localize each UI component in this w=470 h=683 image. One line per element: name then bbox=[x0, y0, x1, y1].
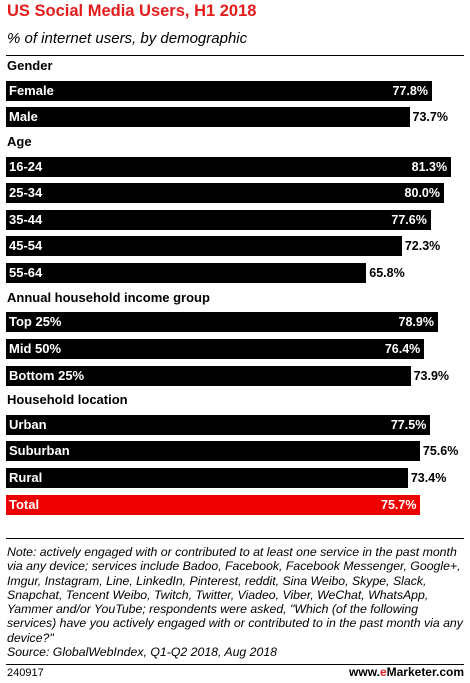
bar bbox=[6, 183, 444, 204]
bar bbox=[6, 365, 411, 386]
bar-label: Male bbox=[9, 109, 38, 125]
title-rule bbox=[6, 55, 464, 56]
bar bbox=[6, 338, 425, 359]
bottom-rule bbox=[6, 538, 464, 539]
bar bbox=[6, 236, 402, 257]
bar bbox=[6, 414, 431, 435]
bar bbox=[6, 441, 420, 462]
group-heading: Gender bbox=[7, 58, 53, 73]
bar-label: Rural bbox=[9, 470, 43, 485]
bar-label: Female bbox=[9, 82, 54, 98]
bar-label: Top 25% bbox=[9, 314, 62, 330]
footer-rule bbox=[6, 664, 464, 665]
group-heading: Household location bbox=[7, 392, 128, 408]
bar-label: 16-24 bbox=[9, 158, 43, 174]
bar-value: 73.9% bbox=[413, 368, 450, 383]
bar-value: 65.8% bbox=[369, 266, 405, 280]
bar bbox=[6, 80, 432, 101]
group-heading: Annual household income group bbox=[7, 289, 210, 305]
bar bbox=[6, 312, 438, 333]
bar-value: 78.9% bbox=[398, 315, 434, 330]
group-heading: Age bbox=[7, 133, 32, 149]
chart-title: US Social Media Users, H1 2018 bbox=[7, 2, 257, 20]
bar bbox=[6, 107, 410, 128]
bar-label: Bottom 25% bbox=[9, 367, 85, 383]
bar-value: 77.6% bbox=[391, 212, 427, 227]
bar-label: Total bbox=[9, 496, 40, 512]
bar-value: 75.7% bbox=[381, 497, 417, 512]
bar-label: Mid 50% bbox=[9, 340, 62, 356]
note-block: Note: actively engaged with or contribut… bbox=[7, 545, 465, 659]
bar-label: Suburban bbox=[9, 443, 70, 459]
bar-value: 81.3% bbox=[411, 159, 448, 174]
bar-chart: Gender Female 77.8% Male 73.7% Age 16-24 81.3% 2… bbox=[0, 56, 470, 532]
bar-value: 77.5% bbox=[390, 417, 427, 432]
bar-value: 73.4% bbox=[410, 471, 447, 485]
bar-value: 80.0% bbox=[404, 186, 440, 201]
bar bbox=[6, 209, 431, 230]
brand-logo: www.eMarketer.com bbox=[349, 665, 464, 679]
bar bbox=[6, 263, 367, 283]
total-bar bbox=[6, 494, 421, 515]
chart-subtitle: % of internet users, by demographic bbox=[7, 30, 248, 47]
source-text: Source: GlobalWebIndex, Q1-Q2 2018, Aug … bbox=[7, 645, 278, 660]
note-text: Note: actively engaged with or contribut… bbox=[7, 545, 463, 645]
brand-e: e bbox=[379, 665, 387, 679]
bar-label: 55-64 bbox=[9, 265, 43, 280]
bar-label: 45-54 bbox=[9, 238, 43, 254]
bar-value: 77.8% bbox=[392, 83, 428, 98]
bar-value: 72.3% bbox=[404, 239, 441, 254]
bar-label: Urban bbox=[9, 416, 47, 432]
bar-value: 75.6% bbox=[422, 444, 459, 459]
bar-value: 76.4% bbox=[384, 341, 421, 356]
bar bbox=[6, 156, 452, 177]
bar bbox=[6, 468, 408, 488]
chart-id: 240917 bbox=[7, 667, 44, 679]
bar-label: 25-34 bbox=[9, 185, 43, 201]
bar-label: 35-44 bbox=[9, 211, 43, 227]
bar-value: 73.7% bbox=[412, 110, 448, 125]
brand-rest: Marketer.com bbox=[386, 665, 464, 679]
brand-prefix: www. bbox=[349, 665, 380, 679]
